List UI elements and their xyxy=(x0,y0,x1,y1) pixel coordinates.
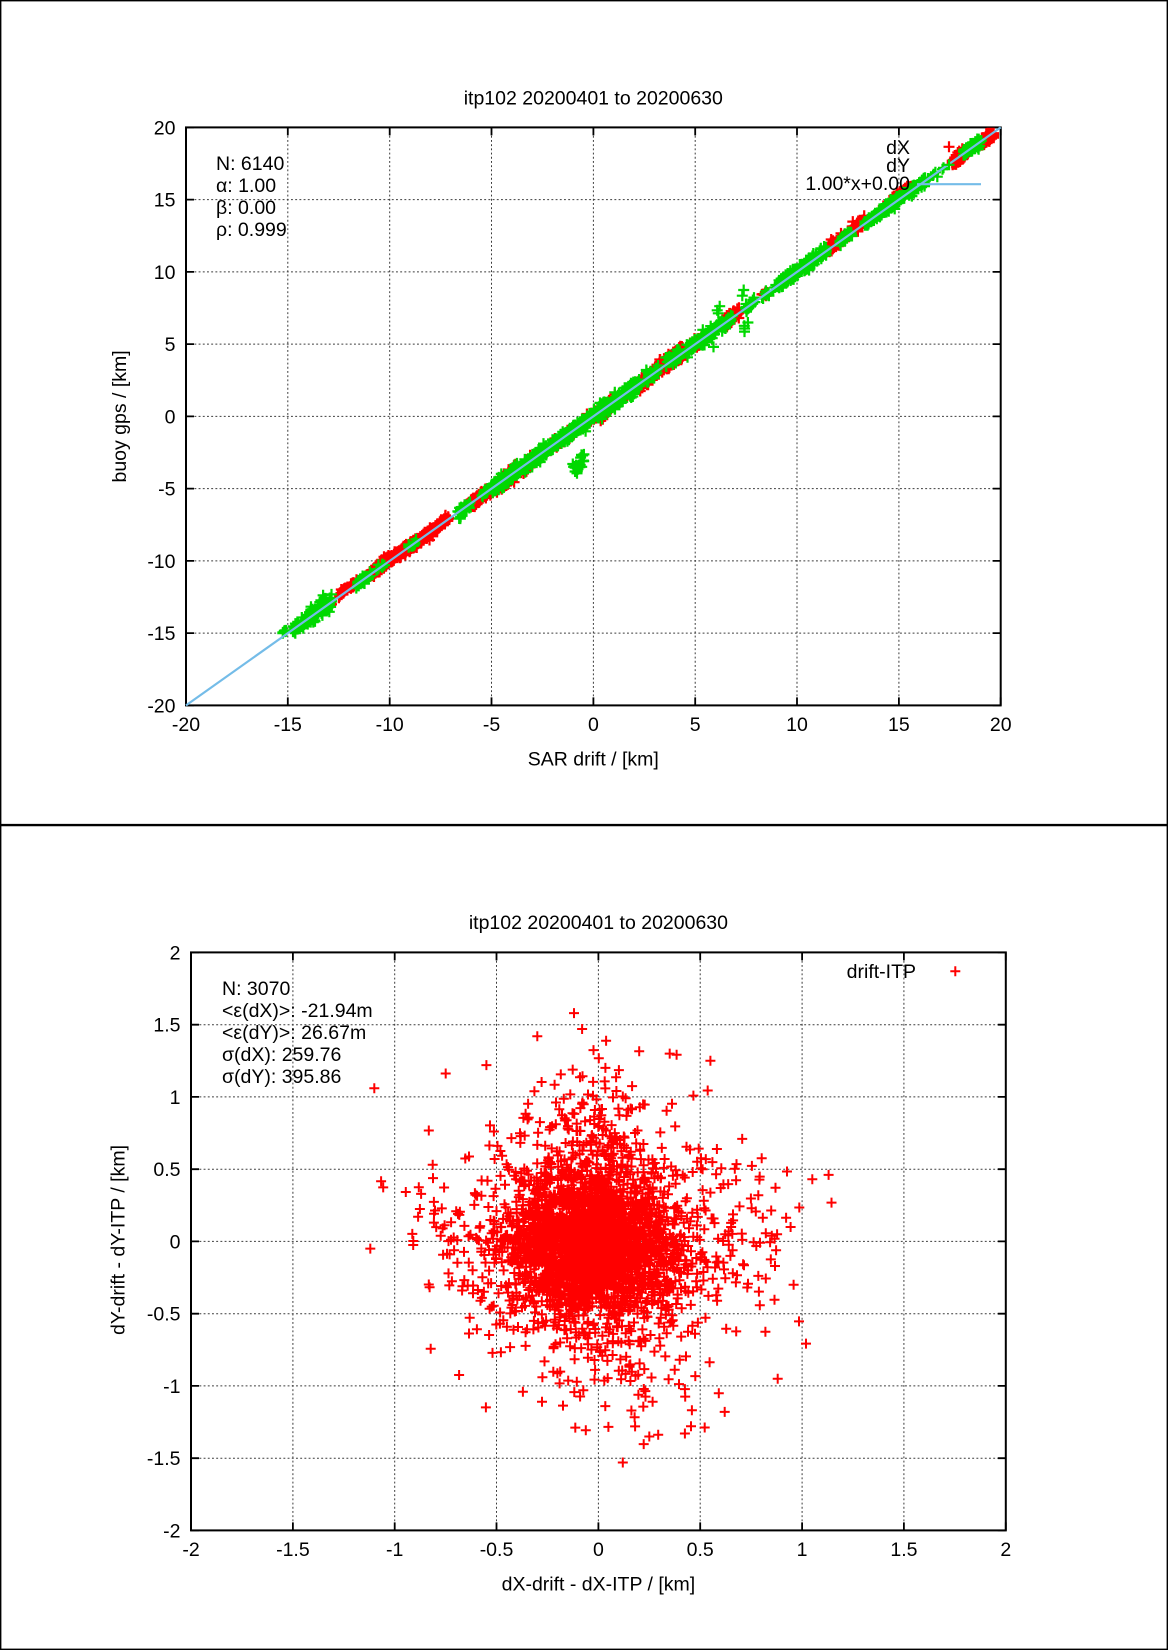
svg-text:-1.5: -1.5 xyxy=(276,1539,310,1561)
svg-text:0.5: 0.5 xyxy=(687,1539,714,1561)
svg-text:-1: -1 xyxy=(163,1376,180,1398)
svg-text:α: 1.00: α: 1.00 xyxy=(216,175,276,197)
svg-text:10: 10 xyxy=(786,714,808,736)
svg-text:buoy gps / [km]: buoy gps / [km] xyxy=(109,350,131,482)
svg-text:-0.5: -0.5 xyxy=(147,1304,181,1326)
svg-text:itp102 20200401 to 20200630: itp102 20200401 to 20200630 xyxy=(464,87,723,109)
svg-text:-1: -1 xyxy=(386,1539,403,1561)
svg-text:1.00*x+0.00: 1.00*x+0.00 xyxy=(805,173,910,195)
svg-text:drift-ITP: drift-ITP xyxy=(847,961,916,983)
svg-text:1.5: 1.5 xyxy=(890,1539,917,1561)
svg-text:-5: -5 xyxy=(158,479,175,501)
svg-text:5: 5 xyxy=(165,334,176,356)
svg-text:-1.5: -1.5 xyxy=(147,1448,181,1470)
svg-text:5: 5 xyxy=(690,714,701,736)
svg-text:SAR drift / [km]: SAR drift / [km] xyxy=(528,749,659,771)
svg-text:15: 15 xyxy=(888,714,910,736)
svg-text:itp102 20200401 to 20200630: itp102 20200401 to 20200630 xyxy=(469,912,728,934)
svg-text:dY: dY xyxy=(886,155,910,177)
svg-text:dX-drift - dX-ITP / [km]: dX-drift - dX-ITP / [km] xyxy=(502,1574,696,1596)
svg-text:2: 2 xyxy=(170,942,181,964)
svg-text:-0.5: -0.5 xyxy=(480,1539,514,1561)
svg-text:-15: -15 xyxy=(147,623,175,645)
svg-text:10: 10 xyxy=(154,262,176,284)
svg-text:1: 1 xyxy=(170,1087,181,1109)
svg-text:0: 0 xyxy=(588,714,599,736)
svg-text:1: 1 xyxy=(797,1539,808,1561)
svg-text:β: 0.00: β: 0.00 xyxy=(216,197,276,219)
svg-text:-5: -5 xyxy=(483,714,500,736)
svg-text:<ε(dX)>: -21.94m: <ε(dX)>: -21.94m xyxy=(222,1000,373,1022)
svg-text:-10: -10 xyxy=(147,551,175,573)
svg-text:N: 3070: N: 3070 xyxy=(222,978,290,1000)
svg-text:2: 2 xyxy=(1000,1539,1011,1561)
svg-text:-2: -2 xyxy=(182,1539,199,1561)
svg-text:1.5: 1.5 xyxy=(153,1015,180,1037)
svg-text:-10: -10 xyxy=(376,714,404,736)
svg-text:dY-drift - dY-ITP / [km]: dY-drift - dY-ITP / [km] xyxy=(108,1145,130,1335)
svg-text:0: 0 xyxy=(593,1539,604,1561)
svg-text:-20: -20 xyxy=(147,695,175,717)
svg-text:-15: -15 xyxy=(274,714,302,736)
svg-text:ρ: 0.999: ρ: 0.999 xyxy=(216,219,287,241)
svg-text:<ε(dY)>: 26.67m: <ε(dY)>: 26.67m xyxy=(222,1022,366,1044)
svg-text:20: 20 xyxy=(990,714,1012,736)
svg-text:20: 20 xyxy=(154,117,176,139)
svg-text:N: 6140: N: 6140 xyxy=(216,153,284,175)
svg-text:-20: -20 xyxy=(172,714,200,736)
svg-text:0.5: 0.5 xyxy=(153,1159,180,1181)
svg-text:σ(dX): 259.76: σ(dX): 259.76 xyxy=(222,1044,341,1066)
svg-text:0: 0 xyxy=(165,406,176,428)
svg-text:0: 0 xyxy=(170,1231,181,1253)
svg-text:-2: -2 xyxy=(163,1520,180,1542)
svg-text:dX: dX xyxy=(886,137,910,159)
svg-text:15: 15 xyxy=(154,190,176,212)
svg-text:σ(dY): 395.86: σ(dY): 395.86 xyxy=(222,1066,341,1088)
